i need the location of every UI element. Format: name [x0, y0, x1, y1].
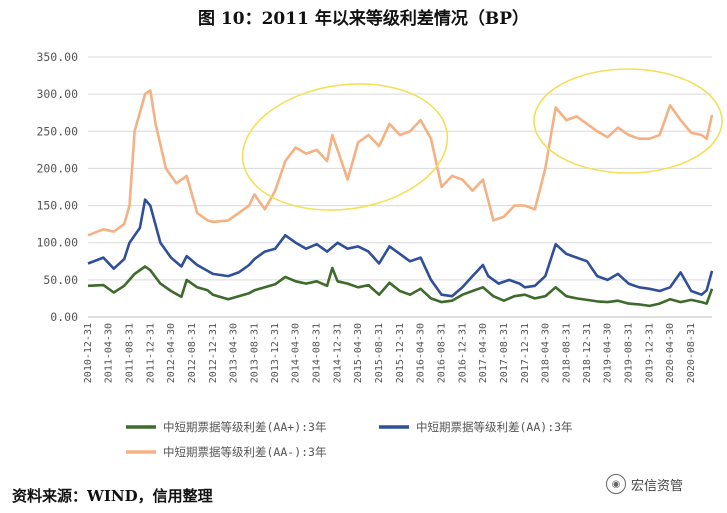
x-tick-label: 2018-12-31: [582, 323, 593, 383]
y-tick-label: 150.00: [36, 199, 78, 213]
y-axis-ticks: 0.00 50.00 100.00 150.00 200.00 250.00 300.00 3…: [36, 50, 78, 324]
x-tick-label: 2011-12-31: [145, 323, 156, 383]
x-tick-label: 2015-12-31: [395, 323, 406, 383]
x-tick-label: 2011-08-31: [125, 323, 136, 383]
series-line-1: [87, 265, 714, 308]
x-tick-label: 2013-12-31: [270, 323, 281, 383]
x-tick-label: 2016-12-31: [457, 323, 468, 383]
highlight-ellipse-2018-2020: [533, 68, 723, 174]
y-tick-label: 200.00: [36, 161, 78, 175]
y-tick-label: 0.00: [50, 310, 78, 324]
series-lines: [87, 89, 714, 308]
y-tick-label: 250.00: [36, 124, 78, 138]
x-tick-label: 2019-04-30: [603, 323, 614, 383]
x-tick-label: 2012-08-31: [187, 323, 198, 383]
x-tick-label: 2013-08-31: [249, 323, 260, 383]
legend-label: 中短期票据等级利差(AA-):3年: [163, 445, 326, 459]
x-tick-label: 2014-12-31: [333, 323, 344, 383]
x-axis-ticks: 2010-12-31 2011-04-30 2011-08-31 2011-12-31…: [83, 323, 697, 383]
x-tick-label: 2017-04-30: [478, 323, 489, 383]
x-tick-label: 2012-12-31: [208, 323, 219, 383]
x-tick-label: 2020-08-31: [686, 323, 697, 383]
x-tick-label: 2013-04-30: [228, 323, 239, 383]
watermark-text: 宏信资管: [631, 478, 684, 494]
highlight-ellipse-2013-2016: [241, 83, 449, 211]
x-tick-label: 2017-08-31: [499, 323, 510, 383]
x-tick-label: 2014-08-31: [312, 323, 323, 383]
x-tick-label: 2018-08-31: [561, 323, 572, 383]
x-tick-label: 2019-08-31: [624, 323, 635, 383]
x-tick-label: 2010-12-31: [83, 323, 94, 383]
x-tick-label: 2011-04-30: [103, 323, 114, 383]
watermark: ◉ 宏信资管: [606, 474, 683, 494]
x-tick-label: 2014-04-30: [291, 323, 302, 383]
x-tick-label: 2012-04-30: [166, 323, 177, 383]
series-line-3: [87, 89, 714, 237]
x-tick-label: 2016-04-30: [416, 323, 427, 383]
y-tick-label: 300.00: [36, 87, 78, 101]
legend-label: 中短期票据等级利差(AA):3年: [416, 420, 573, 434]
y-tick-label: 350.00: [36, 50, 78, 64]
x-tick-label: 2018-04-30: [540, 323, 551, 383]
wechat-icon: ◉: [606, 474, 626, 494]
legend: 中短期票据等级利差(AA+):3年 中短期票据等级利差(AA):3年中短期票据等级…: [126, 420, 573, 459]
series-line-2: [87, 198, 714, 298]
x-tick-label: 2015-08-31: [374, 323, 385, 383]
source-note: 资料来源：WIND，信用整理: [12, 487, 213, 505]
legend-label: 中短期票据等级利差(AA+):3年: [163, 420, 326, 434]
y-tick-label: 50.00: [43, 273, 78, 287]
x-tick-label: 2020-04-30: [665, 323, 676, 383]
x-tick-label: 2017-12-31: [520, 323, 531, 383]
x-tick-label: 2016-08-31: [437, 323, 448, 383]
x-tick-label: 2015-04-30: [353, 323, 364, 383]
y-tick-label: 100.00: [36, 236, 78, 250]
x-tick-label: 2019-12-31: [644, 323, 655, 383]
chart-title: 图 10：2011 年以来等级利差情况（BP）: [198, 9, 529, 29]
y-gridlines: [88, 56, 712, 281]
